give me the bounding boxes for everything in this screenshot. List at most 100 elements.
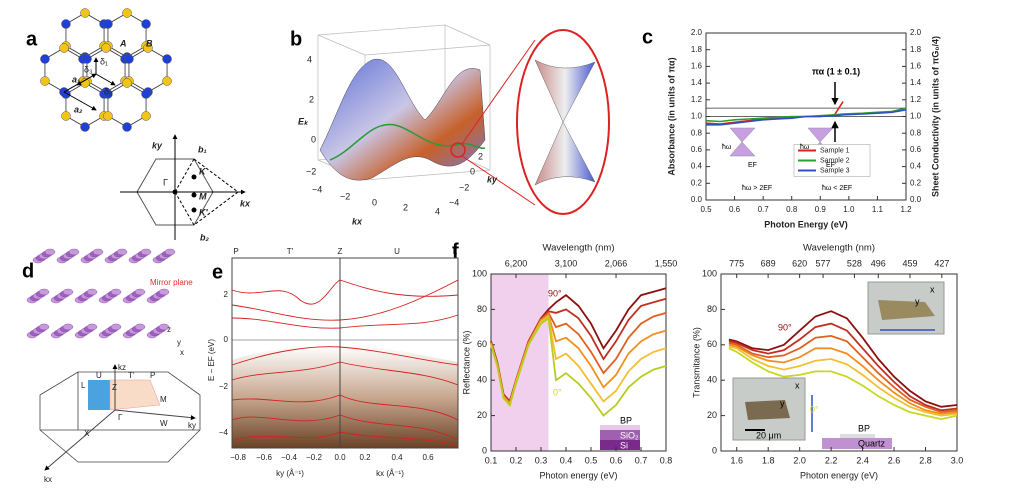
- x-tick-label: 0.2: [510, 455, 523, 465]
- y2-tick-label: 0.4: [910, 162, 922, 171]
- tick-label: 0: [372, 197, 377, 207]
- x2-tick-label: 689: [761, 258, 776, 268]
- x-tick-label: 0.8: [786, 205, 798, 214]
- panel-label: d: [22, 260, 34, 282]
- crystal-layers: [26, 248, 176, 339]
- atom: [80, 8, 90, 18]
- y-tick-label: 1.8: [691, 45, 703, 54]
- y-tick-label: 0.6: [691, 145, 703, 154]
- panel-label: f: [452, 240, 459, 262]
- axis-label: x: [180, 348, 184, 357]
- panel-label: e: [212, 261, 223, 283]
- y2-tick-label: 0.0: [910, 195, 922, 204]
- series-line: [706, 109, 907, 126]
- tick-label: −0.4: [281, 453, 297, 462]
- y2-tick-label: 1.2: [910, 95, 922, 104]
- series-line: [705, 107, 907, 123]
- tick-label: −2: [306, 166, 316, 176]
- atom: [101, 43, 111, 53]
- vector-label: a₂: [74, 104, 83, 114]
- annotation: EF: [826, 162, 835, 169]
- y-tick-label: 40: [477, 375, 487, 385]
- atom-chain: [38, 323, 50, 331]
- tick-label: 2: [224, 290, 229, 299]
- atom-chain: [86, 323, 98, 331]
- y-tick-label: 0: [712, 445, 717, 455]
- atom: [59, 43, 69, 53]
- annotation: x: [930, 284, 935, 294]
- point-label: Γ: [118, 413, 123, 422]
- y-axis-title: Reflectance (%): [461, 330, 471, 394]
- atom-chain: [110, 288, 122, 296]
- y2-tick-label: 1.4: [910, 78, 922, 87]
- point-label: K: [199, 166, 207, 176]
- atom: [103, 111, 113, 121]
- axis-label: kz: [118, 363, 126, 372]
- tick-label: −4: [219, 428, 229, 437]
- layer-sio2: [600, 430, 640, 440]
- annotation: Mirror plane: [150, 278, 193, 287]
- x-tick-label: 2.4: [856, 455, 869, 465]
- plot-frame: [490, 273, 667, 452]
- tick-label: 4: [307, 54, 312, 64]
- atom: [61, 111, 71, 121]
- point-label: W: [160, 419, 168, 428]
- x-tick-label: 0.5: [585, 455, 598, 465]
- band-edge: [329, 123, 486, 161]
- x-tick-label: 1.2: [900, 205, 912, 214]
- k-point: [191, 174, 197, 180]
- tick-label: 2: [309, 94, 314, 104]
- series-line: [490, 316, 667, 417]
- gamma-point: [172, 189, 178, 195]
- axis-label: kx: [352, 216, 363, 226]
- x2-tick-label: 620: [792, 258, 807, 268]
- tick-label: −0.6: [256, 453, 272, 462]
- x2-tick-label: 427: [934, 258, 949, 268]
- annotation: BP: [620, 415, 632, 425]
- annotation: 0°: [810, 404, 819, 414]
- x2-tick-label: 6,200: [505, 258, 528, 268]
- hexagon: [107, 82, 147, 128]
- plot-frame: [231, 257, 459, 449]
- series-line: [728, 343, 958, 415]
- point-label: P: [233, 247, 238, 256]
- annotation: ħω > 2EF: [742, 185, 772, 192]
- x-tick-label: 0.9: [815, 205, 827, 214]
- y2-tick-label: 1.6: [910, 62, 922, 71]
- plane-blue: [88, 380, 110, 410]
- x2-tick-label: 775: [729, 258, 744, 268]
- x-tick-label: 0.6: [610, 455, 623, 465]
- x-tick-label: 2.6: [888, 455, 901, 465]
- y-tick-label: 0.2: [691, 178, 703, 187]
- series-line: [490, 313, 667, 406]
- tick-label: 0: [470, 166, 475, 176]
- panel-f-insets: [600, 281, 945, 450]
- annotation: Si: [620, 440, 628, 450]
- atom-chain: [68, 248, 80, 256]
- vector-label: a₁: [72, 74, 80, 84]
- point-label: U: [394, 247, 400, 256]
- x-tick-label: 3.0: [951, 455, 964, 465]
- plane-orange: [109, 379, 161, 411]
- x-tick-label: 2.8: [919, 455, 932, 465]
- panel-label: b: [290, 28, 302, 50]
- vector-label: δ₁: [100, 56, 108, 66]
- point-label: M: [160, 395, 167, 404]
- dirac-cone: [729, 127, 756, 157]
- point-label: Z: [112, 383, 117, 392]
- y-tick-label: 0.0: [691, 195, 703, 204]
- annotation: 20 μm: [756, 430, 781, 440]
- reciprocal-vectors: [174, 158, 239, 226]
- lower-cone: [534, 121, 596, 186]
- atom: [103, 19, 113, 29]
- atom-label: B: [146, 38, 153, 48]
- y-tick-label: 80: [477, 304, 487, 314]
- atom-chain: [158, 323, 170, 331]
- panel-label: c: [642, 26, 653, 48]
- tick-label: −2: [340, 191, 350, 201]
- point-label: L: [81, 381, 86, 390]
- atom-chain: [134, 323, 146, 331]
- layer-bp: [600, 425, 640, 430]
- y-tick-label: 0.4: [691, 162, 703, 171]
- hexagon: [65, 12, 105, 58]
